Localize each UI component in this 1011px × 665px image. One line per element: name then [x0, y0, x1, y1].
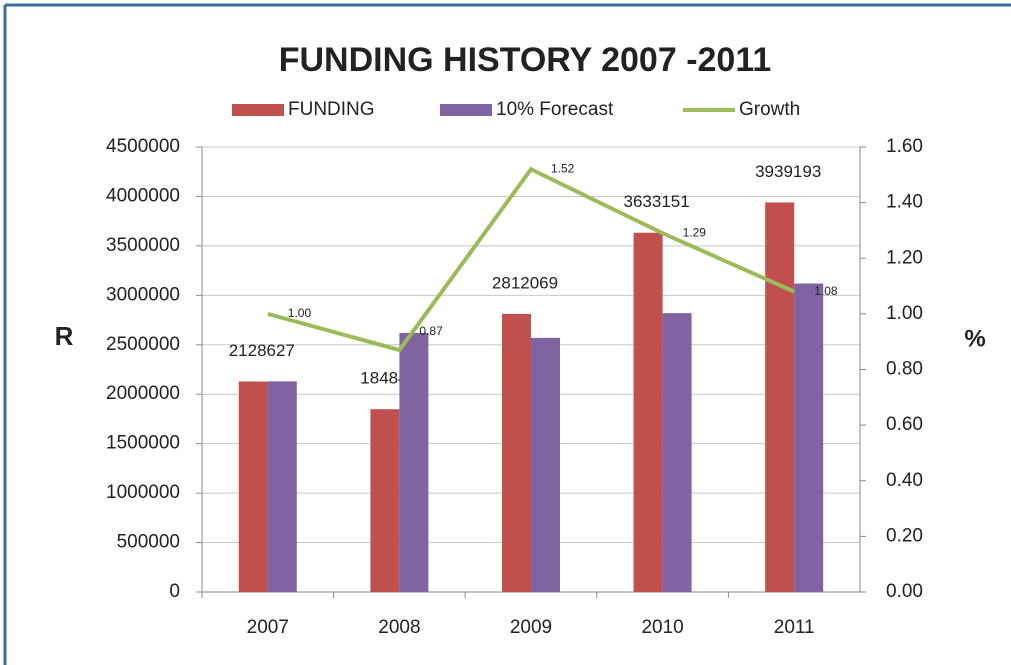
y-tick-label: 3000000: [106, 284, 180, 305]
value-label: 2128627: [229, 341, 295, 360]
value-label: 1.29: [683, 225, 707, 239]
legend-label: FUNDING: [288, 99, 375, 120]
bar: [370, 409, 400, 592]
bar: [238, 381, 268, 592]
value-label: 1.08: [814, 284, 838, 298]
bar: [399, 332, 429, 592]
bar: [502, 313, 531, 592]
x-tick-label: 2011: [774, 617, 815, 638]
growth-line: [267, 166, 796, 353]
value-label: 3633151: [624, 192, 690, 211]
x-tick-label: 2010: [641, 617, 683, 638]
y-tick-label: 4000000: [106, 185, 180, 206]
legend-swatch: [440, 104, 492, 116]
x-tick-label: 2008: [378, 617, 420, 638]
y-tick-label: 0: [169, 581, 180, 602]
y2-tick-label: 0.60: [886, 414, 923, 435]
y-axis-label: R: [55, 321, 74, 351]
x-tick-label: 2007: [247, 617, 289, 638]
y-tick-label: 500000: [117, 532, 180, 553]
chart-title: FUNDING HISTORY 2007 -2011: [279, 41, 772, 79]
legend-label: Growth: [739, 99, 800, 120]
value-label: 1.52: [551, 161, 575, 175]
y2-tick-label: 1.20: [886, 247, 923, 268]
value-label: 1.00: [288, 306, 312, 320]
y-tick-label: 1000000: [106, 482, 180, 503]
y-tick-label: 4500000: [106, 136, 180, 157]
y2-tick-label: 0.20: [886, 525, 923, 546]
y2-tick-label: 1.60: [886, 136, 923, 157]
y-tick-label: 2500000: [106, 334, 180, 355]
y-tick-label: 1500000: [106, 433, 180, 454]
y2-axis-label: %: [964, 325, 985, 352]
value-label: 0.87: [419, 324, 443, 338]
x-tick-label: 2009: [510, 617, 552, 638]
y2-tick-label: 1.00: [886, 303, 923, 324]
bar: [633, 232, 663, 592]
y-tick-label: 3500000: [106, 235, 180, 256]
value-label: 2812069: [492, 273, 558, 292]
value-label: 3939193: [755, 162, 821, 181]
legend-label: 10% Forecast: [496, 99, 614, 120]
y2-tick-label: 0.40: [886, 470, 923, 491]
bar: [765, 202, 795, 592]
y2-tick-label: 0.00: [886, 581, 923, 602]
y2-tick-label: 1.40: [886, 192, 923, 213]
legend-swatch: [232, 104, 284, 116]
bar: [531, 337, 560, 592]
y-tick-label: 2000000: [106, 383, 180, 404]
bar: [662, 313, 692, 592]
bar: [794, 283, 824, 592]
bar: [267, 381, 297, 592]
y2-tick-label: 0.80: [886, 359, 923, 380]
